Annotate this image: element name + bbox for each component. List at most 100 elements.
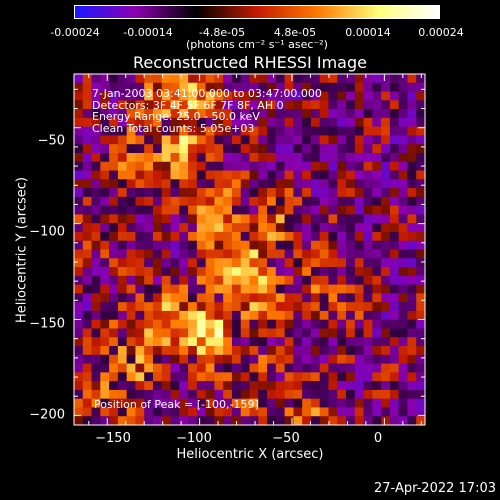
heatmap-cell — [109, 275, 119, 286]
heatmap-cell — [240, 363, 251, 373]
heatmap-cell — [91, 144, 101, 154]
heatmap-cell — [407, 346, 417, 356]
heatmap-cell — [328, 293, 338, 303]
heatmap-cell — [293, 372, 303, 382]
heatmap-cell — [302, 109, 312, 119]
heatmap-cell — [117, 91, 128, 101]
heatmap-cell — [196, 319, 207, 330]
heatmap-cell — [91, 416, 101, 425]
heatmap-cell — [407, 214, 417, 224]
heatmap-cell — [231, 381, 242, 391]
heatmap-cell — [214, 152, 224, 163]
heatmap-cell — [275, 267, 286, 277]
heatmap-cell — [126, 109, 137, 119]
x-tick-label: 0 — [373, 431, 383, 446]
heatmap-cell — [416, 179, 425, 189]
heatmap-cell — [381, 205, 391, 215]
heatmap-cell — [223, 170, 233, 180]
heatmap-cell — [126, 389, 137, 400]
heatmap-cell — [346, 354, 356, 365]
heatmap-cell — [328, 144, 338, 154]
heatmap-cell — [205, 346, 215, 356]
heatmap-cell — [310, 109, 321, 119]
heatmap-cell — [161, 407, 172, 417]
heatmap-cell — [117, 126, 128, 137]
heatmap-cell — [310, 337, 321, 347]
heatmap-cell — [109, 231, 119, 242]
heatmap-cell — [275, 328, 286, 338]
heatmap-cell — [214, 310, 224, 321]
heatmap-cell — [258, 381, 268, 391]
heatmap-cell — [302, 100, 312, 110]
heatmap-cell — [117, 82, 128, 93]
heatmap-cell — [100, 82, 110, 93]
heatmap-cell — [214, 170, 224, 180]
heatmap-cell — [144, 389, 154, 400]
heatmap-cell — [152, 293, 163, 303]
heatmap-cell — [284, 231, 294, 242]
x-tick-label: −100 — [176, 431, 212, 446]
heatmap-cell — [354, 240, 365, 251]
heatmap-cell — [196, 117, 207, 128]
heatmap-cell — [144, 328, 154, 338]
heatmap-cell — [337, 188, 347, 198]
heatmap-cell — [249, 144, 259, 154]
heatmap-cell — [407, 196, 417, 207]
heatmap-cell — [267, 381, 277, 391]
heatmap-cell — [152, 249, 163, 259]
heatmap-cell — [196, 179, 207, 189]
heatmap-cell — [196, 152, 207, 163]
heatmap-cell — [398, 135, 409, 145]
heatmap-cell — [381, 337, 391, 347]
heatmap-cell — [293, 354, 303, 365]
heatmap-cell — [372, 381, 382, 391]
heatmap-cell — [372, 179, 382, 189]
heatmap-cell — [231, 258, 242, 268]
heatmap-cell — [152, 363, 163, 373]
heatmap-cell — [389, 381, 400, 391]
heatmap-cell — [310, 284, 321, 294]
heatmap-cell — [319, 100, 330, 110]
heatmap-cell — [74, 231, 84, 242]
heatmap-cell — [372, 249, 382, 259]
heatmap-cell — [126, 328, 137, 338]
heatmap-cell — [328, 354, 338, 365]
heatmap-cell — [293, 381, 303, 391]
heatmap-cell — [372, 231, 382, 242]
heatmap-cell — [214, 354, 224, 365]
heatmap-cell — [416, 398, 425, 409]
heatmap-cell — [135, 188, 145, 198]
heatmap-cell — [170, 196, 180, 207]
heatmap-cell — [372, 161, 382, 172]
heatmap-cell — [284, 398, 294, 409]
heatmap-cell — [354, 302, 365, 312]
heatmap-cell — [152, 196, 163, 207]
heatmap-cell — [231, 100, 242, 110]
heatmap-cell — [179, 91, 189, 101]
heatmap-cell — [170, 416, 180, 425]
heatmap-cell — [179, 117, 189, 128]
heatmap-cell — [346, 302, 356, 312]
heatmap-cell — [188, 258, 198, 268]
heatmap-cell — [100, 319, 110, 330]
heatmap-cell — [126, 82, 137, 93]
heatmap-cell — [275, 363, 286, 373]
heatmap-cell — [337, 258, 347, 268]
heatmap-cell — [205, 284, 215, 294]
heatmap-cell — [100, 223, 110, 233]
heatmap-cell — [398, 205, 409, 215]
heatmap-cell — [109, 416, 119, 425]
heatmap-cell — [337, 249, 347, 259]
heatmap-cell — [258, 328, 268, 338]
heatmap-cell — [117, 354, 128, 365]
heatmap-cell — [372, 302, 382, 312]
heatmap-cell — [126, 398, 137, 409]
heatmap-cell — [346, 161, 356, 172]
heatmap-cell — [284, 196, 294, 207]
heatmap-cell — [381, 389, 391, 400]
heatmap-cell — [170, 223, 180, 233]
heatmap-cell — [398, 117, 409, 128]
heatmap-cell — [144, 170, 154, 180]
heatmap-cell — [328, 231, 338, 242]
heatmap-cell — [302, 205, 312, 215]
